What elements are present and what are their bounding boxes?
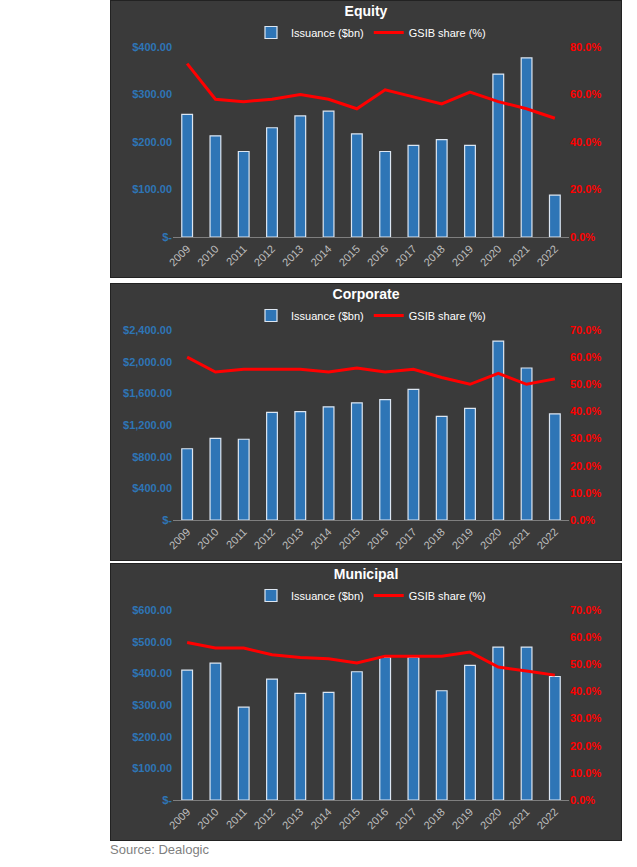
svg-text:$300.00: $300.00 — [132, 699, 172, 711]
svg-text:2011: 2011 — [224, 526, 249, 551]
svg-text:$800.00: $800.00 — [132, 451, 172, 463]
svg-text:0.0%: 0.0% — [570, 231, 595, 243]
svg-text:$2,400.00: $2,400.00 — [123, 324, 172, 336]
svg-text:2022: 2022 — [534, 526, 560, 552]
svg-text:Issuance ($bn): Issuance ($bn) — [291, 590, 364, 602]
svg-text:2017: 2017 — [393, 806, 419, 832]
svg-text:2014: 2014 — [308, 526, 334, 552]
svg-text:2012: 2012 — [252, 806, 278, 832]
svg-text:2017: 2017 — [393, 526, 419, 552]
svg-text:$400.00: $400.00 — [132, 482, 172, 494]
svg-text:GSIB share (%): GSIB share (%) — [409, 590, 486, 602]
svg-text:2012: 2012 — [252, 243, 278, 269]
svg-text:80.0%: 80.0% — [570, 41, 601, 53]
svg-text:2013: 2013 — [280, 806, 306, 832]
svg-text:20.0%: 20.0% — [570, 740, 601, 752]
svg-text:2009: 2009 — [167, 243, 193, 269]
svg-text:2016: 2016 — [365, 806, 391, 832]
svg-text:$-: $- — [162, 231, 172, 243]
svg-text:2017: 2017 — [393, 243, 419, 269]
svg-text:$-: $- — [162, 514, 172, 526]
html-text:Source: Dealogic: Source: Dealogic — [110, 842, 209, 857]
svg-text:2020: 2020 — [478, 806, 504, 832]
svg-text:2021: 2021 — [506, 526, 532, 552]
svg-text:2009: 2009 — [167, 806, 193, 832]
svg-text:2019: 2019 — [450, 806, 476, 832]
svg-text:$1,600.00: $1,600.00 — [123, 387, 172, 399]
svg-text:2014: 2014 — [308, 243, 334, 269]
svg-text:20.0%: 20.0% — [570, 183, 601, 195]
svg-text:Corporate: Corporate — [333, 286, 400, 302]
svg-text:10.0%: 10.0% — [570, 487, 601, 499]
svg-text:$400.00: $400.00 — [132, 667, 172, 679]
svg-text:2016: 2016 — [365, 526, 391, 552]
svg-text:60.0%: 60.0% — [570, 351, 601, 363]
svg-text:Issuance ($bn): Issuance ($bn) — [291, 27, 364, 39]
svg-text:$-: $- — [162, 794, 172, 806]
svg-text:2010: 2010 — [195, 526, 221, 552]
svg-text:2021: 2021 — [506, 243, 532, 269]
svg-text:2016: 2016 — [365, 243, 391, 269]
svg-text:60.0%: 60.0% — [570, 88, 601, 100]
svg-text:2013: 2013 — [280, 243, 306, 269]
svg-text:2011: 2011 — [224, 243, 249, 268]
svg-text:$200.00: $200.00 — [132, 731, 172, 743]
svg-text:2019: 2019 — [450, 243, 476, 269]
svg-text:Equity: Equity — [345, 3, 388, 19]
svg-text:60.0%: 60.0% — [570, 631, 601, 643]
svg-text:30.0%: 30.0% — [570, 432, 601, 444]
svg-text:2022: 2022 — [534, 243, 560, 269]
svg-text:2020: 2020 — [478, 526, 504, 552]
svg-text:70.0%: 70.0% — [570, 604, 601, 616]
svg-text:Municipal: Municipal — [334, 566, 399, 582]
svg-text:40.0%: 40.0% — [570, 405, 601, 417]
svg-text:0.0%: 0.0% — [570, 514, 595, 526]
svg-text:2011: 2011 — [224, 806, 249, 831]
svg-text:$100.00: $100.00 — [132, 762, 172, 774]
svg-text:$600.00: $600.00 — [132, 604, 172, 616]
svg-text:$300.00: $300.00 — [132, 88, 172, 100]
svg-text:2018: 2018 — [421, 243, 447, 269]
svg-text:GSIB share (%): GSIB share (%) — [409, 310, 486, 322]
svg-text:GSIB share (%): GSIB share (%) — [409, 27, 486, 39]
svg-text:2018: 2018 — [421, 526, 447, 552]
svg-text:2015: 2015 — [336, 806, 362, 832]
svg-text:2015: 2015 — [336, 243, 362, 269]
svg-text:0.0%: 0.0% — [570, 794, 595, 806]
svg-text:2019: 2019 — [450, 526, 476, 552]
svg-text:2012: 2012 — [252, 526, 278, 552]
svg-text:2014: 2014 — [308, 806, 334, 832]
svg-text:70.0%: 70.0% — [570, 324, 601, 336]
svg-text:$400.00: $400.00 — [132, 41, 172, 53]
svg-text:2009: 2009 — [167, 526, 193, 552]
svg-text:40.0%: 40.0% — [570, 136, 601, 148]
svg-text:30.0%: 30.0% — [570, 712, 601, 724]
svg-text:50.0%: 50.0% — [570, 658, 601, 670]
svg-text:$500.00: $500.00 — [132, 636, 172, 648]
svg-text:2010: 2010 — [195, 243, 221, 269]
svg-text:$100.00: $100.00 — [132, 183, 172, 195]
svg-text:2020: 2020 — [478, 243, 504, 269]
svg-text:$200.00: $200.00 — [132, 136, 172, 148]
svg-text:2013: 2013 — [280, 526, 306, 552]
svg-text:2010: 2010 — [195, 806, 221, 832]
svg-text:Issuance ($bn): Issuance ($bn) — [291, 310, 364, 322]
svg-text:40.0%: 40.0% — [570, 685, 601, 697]
svg-text:2022: 2022 — [534, 806, 560, 832]
svg-text:2021: 2021 — [506, 806, 532, 832]
svg-text:$2,000.00: $2,000.00 — [123, 356, 172, 368]
svg-text:2015: 2015 — [336, 526, 362, 552]
svg-text:50.0%: 50.0% — [570, 378, 601, 390]
svg-text:10.0%: 10.0% — [570, 767, 601, 779]
svg-text:20.0%: 20.0% — [570, 460, 601, 472]
svg-text:2018: 2018 — [421, 806, 447, 832]
svg-text:$1,200.00: $1,200.00 — [123, 419, 172, 431]
